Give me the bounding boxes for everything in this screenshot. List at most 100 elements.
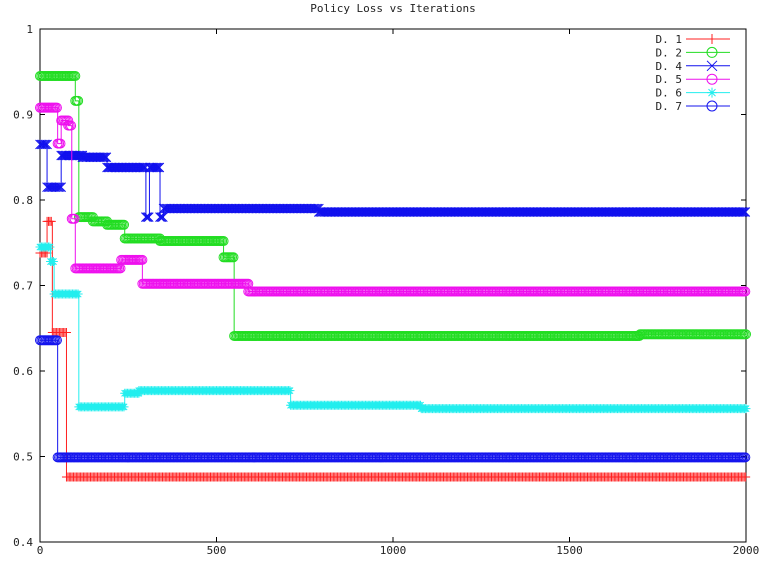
cross-marker [100,152,110,163]
cross-marker [740,207,751,217]
legend-item: D. 1 [656,33,730,46]
cross-marker [98,152,109,163]
star-marker [45,242,55,252]
cross-marker [143,212,154,222]
series-3 [35,139,751,222]
cross-marker [54,182,65,193]
x-tick-label: 500 [207,544,227,557]
star-marker [119,402,129,412]
star-marker [285,386,295,396]
legend-item: D. 7 [656,100,730,113]
x-tick-label: 1500 [556,544,583,557]
y-tick-label: 1 [26,23,33,36]
legend-item: D. 6 [656,87,730,100]
star-marker [48,257,58,267]
cross-marker [155,212,165,222]
cross-marker [53,182,64,193]
cross-marker [37,139,48,150]
series-2 [35,71,751,341]
y-tick-label: 0.5 [13,451,33,464]
series-4 [35,102,751,297]
x-tick-label: 1000 [380,544,407,557]
legend-item: D. 5 [656,73,730,86]
y-tick-label: 0.7 [13,280,33,293]
cross-marker [150,162,160,173]
y-tick-label: 0.4 [13,536,33,549]
star-marker [707,87,717,98]
circle-marker [55,138,66,149]
legend-item: D. 4 [656,60,730,73]
circle-marker [228,252,239,263]
y-tick-label: 0.8 [13,194,33,207]
circle-marker [218,236,229,247]
cross-marker [156,212,167,222]
cross-marker [137,162,148,173]
star-marker [741,404,751,414]
cross-marker [157,212,168,222]
series-1 [35,216,751,482]
circle-marker [706,46,718,58]
cross-marker [706,60,718,72]
cross-marker [309,203,320,214]
x-tick-label: 0 [37,544,44,557]
y-tick-label: 0.9 [13,109,33,122]
star-marker [416,400,426,410]
circle-marker [706,73,718,85]
chart-title: Policy Loss vs Iterations [310,2,476,15]
circle-marker [137,254,148,265]
series-line [40,143,746,218]
circle-marker [63,115,74,126]
legend-label: D. 1 [656,33,683,46]
axis-ticks: 0 500 1000 1500 2000 0.4 0.5 0.6 0.7 0.8 0.9 1 [13,23,759,557]
star-marker [73,289,83,299]
series-line [40,246,746,410]
cross-marker [101,152,112,163]
circle-marker [70,71,81,82]
cross-marker [736,207,746,217]
series-line [40,339,746,458]
legend-item: D. 2 [656,46,730,59]
circle-marker [69,213,80,224]
circle-marker [51,335,62,346]
plot-frame [39,28,747,543]
cross-marker [42,139,52,150]
cross-marker [151,162,162,173]
cross-marker [154,162,165,173]
plus-marker [46,216,56,226]
circle-marker [51,102,62,113]
circle-marker [66,120,77,131]
circle-marker [73,95,84,106]
cross-marker [737,207,748,217]
cross-marker [52,182,62,193]
legend-label: D. 4 [656,60,683,73]
cross-marker [153,162,163,173]
plus-marker [61,328,71,338]
series-6 [35,335,751,463]
plus-marker [741,472,751,482]
cross-marker [39,139,50,150]
legend-label: D. 5 [656,73,683,86]
plus-marker [707,34,717,44]
legend-label: D. 2 [656,46,683,59]
cross-marker [97,152,107,163]
legend: D. 1D. 2D. 4D. 5D. 6D. 7 [656,33,730,113]
circle-marker [740,452,751,463]
legend-label: D. 7 [656,100,683,113]
cross-marker [142,212,153,222]
x-tick-label: 2000 [733,544,759,557]
circle-marker [119,219,130,230]
cross-marker [141,212,151,222]
cross-marker [136,162,146,173]
data-series [35,71,751,482]
circle-marker [741,329,751,340]
cross-marker [739,207,749,217]
y-tick-label: 0.6 [13,365,33,378]
circle-marker [706,100,718,112]
series-5 [35,242,751,414]
circle-marker [740,286,751,297]
series-line [40,75,746,337]
cross-marker [56,182,67,193]
cross-marker [40,139,51,150]
legend-label: D. 6 [656,87,683,100]
